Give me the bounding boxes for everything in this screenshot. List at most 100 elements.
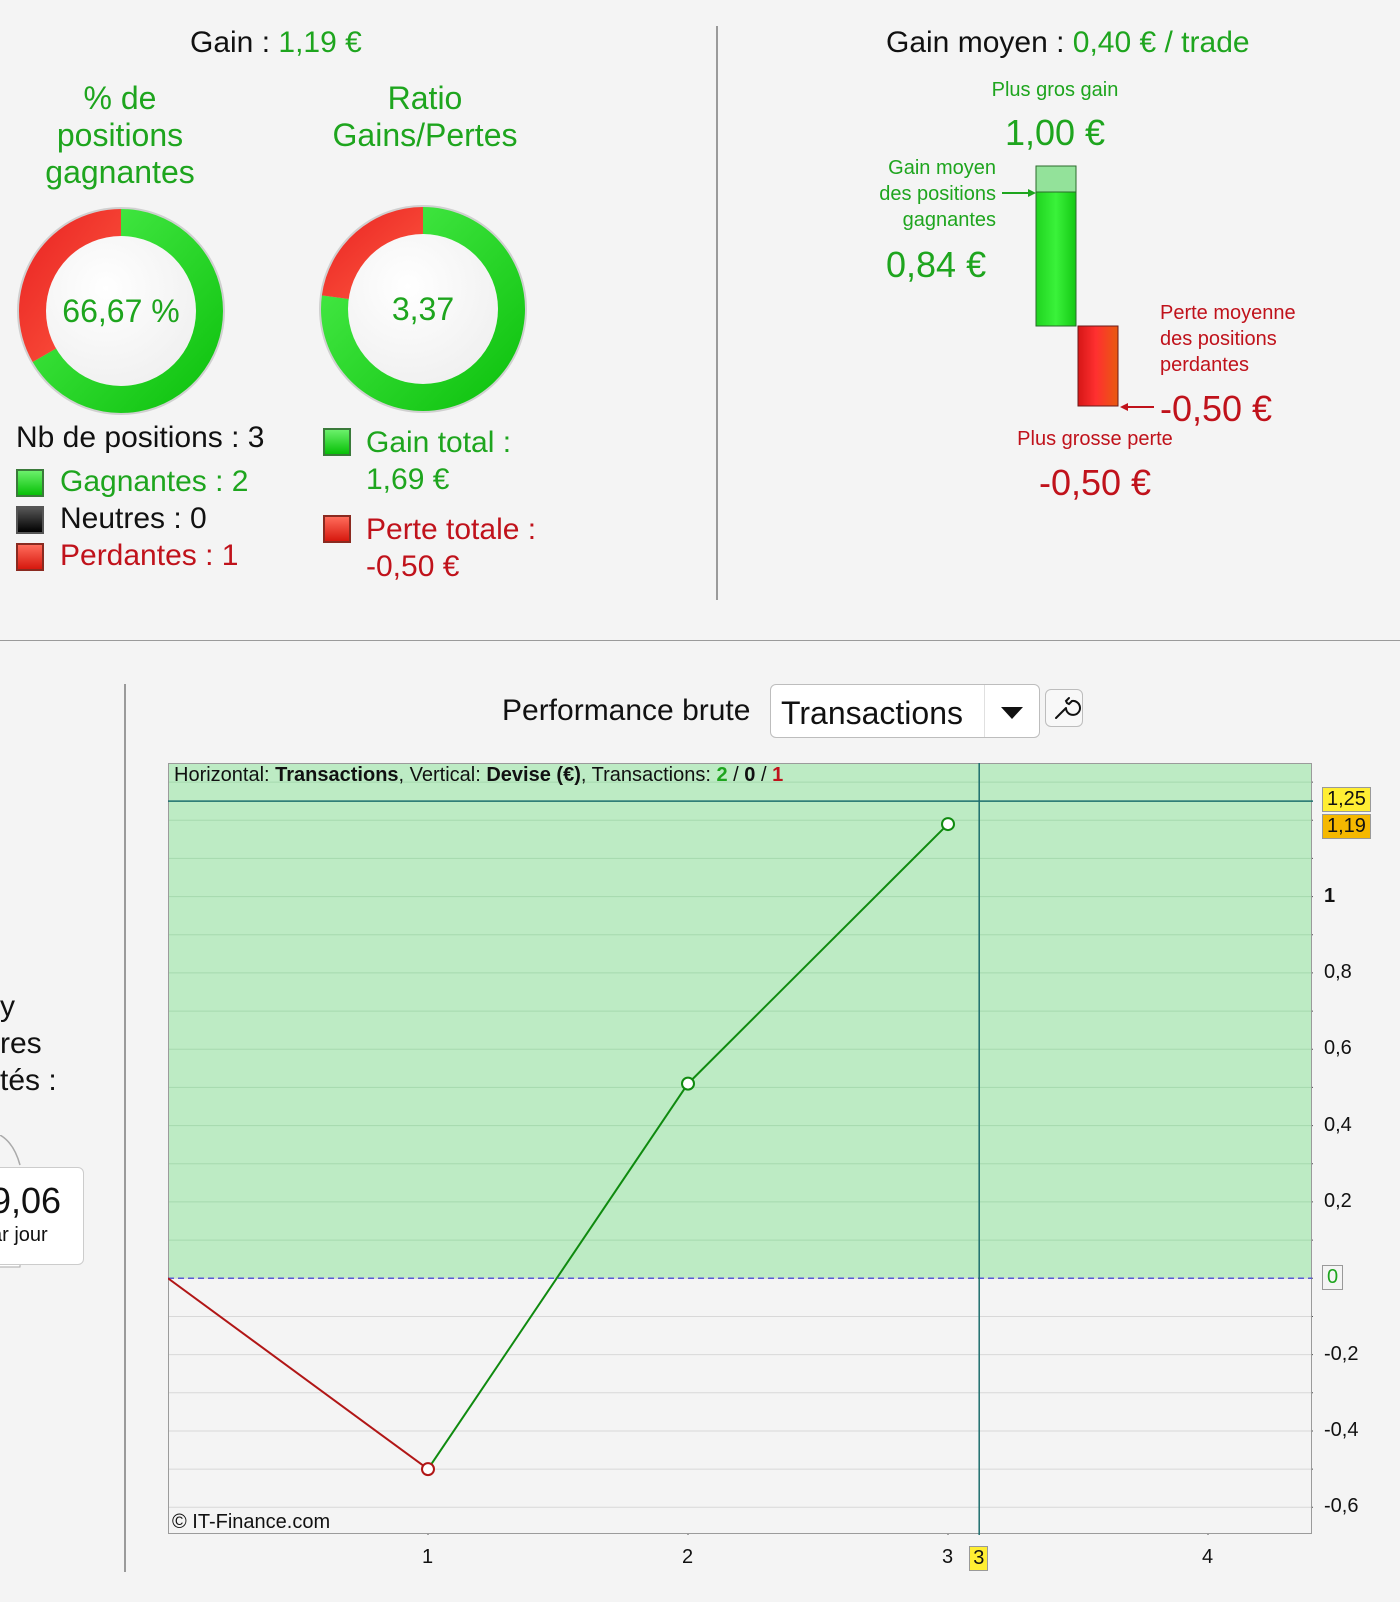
total-loss-swatch <box>323 515 351 543</box>
series-segment <box>168 1277 429 1470</box>
left-panel-text: y res tés : <box>0 988 57 1099</box>
info-horizontal: Transactions <box>275 764 399 786</box>
total-gain-value: 1,69 € <box>366 463 450 496</box>
info-neutral-count: 0 <box>744 764 756 786</box>
y-tick-label: -0,4 <box>1324 1418 1359 1441</box>
winning-pct-title-line2: positions <box>56 117 184 153</box>
ratio-title-line2: Gains/Pertes <box>332 117 518 153</box>
total-loss: Perte totale : -0,50 € <box>366 511 536 585</box>
winning-pct-title: % de positions gagnantes <box>20 80 220 191</box>
chart-grid <box>168 781 1313 1508</box>
y-tick-label: 1 <box>1324 884 1336 907</box>
chart-series <box>168 823 949 1470</box>
winning-pct-center: 66,67 % <box>46 236 196 386</box>
info-sep2: / <box>755 764 773 786</box>
avg-win-line3: gagnantes <box>902 209 996 231</box>
series-segment <box>427 1083 689 1470</box>
losers-swatch <box>16 543 44 571</box>
y-tick-label: 0,6 <box>1324 1037 1352 1060</box>
data-point <box>681 1076 695 1091</box>
info-transactions-label: , Transactions: <box>580 764 717 786</box>
chart-left-divider <box>124 684 126 1572</box>
dropdown-value: Transactions <box>781 695 963 731</box>
total-gain-label: Gain total : <box>366 426 512 459</box>
info-prefix: Horizontal: <box>174 764 276 786</box>
avg-gain-label: Gain moyen : <box>886 26 1065 59</box>
chart-copyright: © IT-Finance.com <box>172 1511 331 1533</box>
total-gain-swatch <box>323 428 351 456</box>
y-tick-label: 0,4 <box>1324 1113 1352 1136</box>
info-vertical: Devise (€) <box>486 764 581 786</box>
left-panel-sub: ar jour <box>0 1224 48 1246</box>
data-point <box>421 1462 435 1477</box>
gain-label: Gain : <box>190 26 271 59</box>
info-sep1: / <box>727 764 745 786</box>
chevron-down-icon <box>1001 707 1023 719</box>
chart-points <box>421 817 955 1477</box>
performance-title: Performance brute <box>502 694 751 727</box>
x-tick-label: 2 <box>682 1546 694 1568</box>
wrench-icon <box>1055 697 1081 719</box>
avg-win-line2: des positions <box>879 183 996 205</box>
total-loss-label: Perte totale : <box>366 513 537 546</box>
dropdown-button[interactable] <box>984 685 1039 737</box>
biggest-gain-label: Plus gros gain <box>991 79 1119 101</box>
avg-win-arrowhead <box>1028 189 1036 197</box>
donut-red-arc <box>18 209 121 362</box>
avg-loss-line3: perdantes <box>1160 354 1249 376</box>
avg-loss-arrow-left <box>1120 403 1154 411</box>
ratio-title-line1: Ratio <box>387 80 463 116</box>
y-tick-label: 0,2 <box>1324 1189 1352 1212</box>
transactions-dropdown[interactable]: Transactions <box>770 684 1040 738</box>
avg-win-line1: Gain moyen <box>888 157 996 179</box>
left-panel-card: 9,06 ar jour <box>0 1167 84 1265</box>
positions-count: Nb de positions : 3 <box>16 421 265 454</box>
x-tick-label: 4 <box>1202 1546 1214 1568</box>
chart-positive-area <box>168 763 1312 1279</box>
total-gain: Gain total : 1,69 € <box>366 424 511 498</box>
avg-gain-title: Gain moyen : 0,40 € / trade <box>886 26 1250 60</box>
left-panel-line1: y <box>0 990 15 1023</box>
avg-win-label: Gain moyen des positions gagnantes <box>850 155 996 233</box>
info-mid: , Vertical: <box>398 764 487 786</box>
avg-loss-value: -0,50 € <box>1160 388 1273 429</box>
zero-value-tag: 0 <box>1322 1265 1344 1291</box>
avg-win-value: 0,84 € <box>886 244 987 285</box>
y-tick-label: 0,8 <box>1324 960 1352 983</box>
x-tick-label: 3 <box>942 1546 954 1568</box>
max-value-tag: 1,25 <box>1322 787 1371 813</box>
cursor-x-tag: 3 <box>969 1546 989 1571</box>
avg-loss-label: Perte moyenne des positions perdantes <box>1160 300 1296 378</box>
gain-title: Gain : 1,19 € <box>190 26 362 60</box>
y-tick-label: -0,6 <box>1324 1495 1359 1518</box>
ratio-center: 3,37 <box>348 234 498 384</box>
total-loss-value: -0,50 € <box>366 550 460 583</box>
neutral-swatch <box>16 506 44 534</box>
vertical-divider <box>716 26 718 600</box>
avg-loss-bar <box>1077 325 1119 407</box>
settings-button[interactable] <box>1045 689 1083 727</box>
performance-chart <box>168 763 1313 1535</box>
winners-count: Gagnantes : 2 <box>60 465 249 498</box>
chart-frame <box>168 763 1312 1534</box>
avg-bars <box>1002 165 1128 407</box>
avg-loss-line1: Perte moyenne <box>1160 302 1296 324</box>
ratio-title: Ratio Gains/Pertes <box>320 80 530 154</box>
winning-pct-title-line3: gagnantes <box>45 154 195 190</box>
info-win-count: 2 <box>716 764 728 786</box>
losers-count: Perdantes : 1 <box>60 539 239 572</box>
last-value-tag: 1,19 <box>1322 814 1371 840</box>
biggest-loss-value: -0,50 € <box>1038 462 1152 503</box>
left-panel-value: 9,06 <box>0 1180 62 1221</box>
avg-gain-value: 0,40 € / trade <box>1072 26 1250 59</box>
biggest-loss-label: Plus grosse perte <box>1017 428 1173 450</box>
ratio-value: 3,37 <box>391 290 455 327</box>
avg-loss-line2: des positions <box>1160 328 1277 350</box>
biggest-gain-bar <box>1035 165 1077 193</box>
winning-pct-value: 66,67 % <box>62 292 180 329</box>
left-panel-line3: tés : <box>0 1064 57 1097</box>
chart-info: Horizontal: Transactions, Vertical: Devi… <box>174 764 783 787</box>
x-tick-label: 1 <box>422 1546 434 1568</box>
info-loss-count: 1 <box>772 764 784 786</box>
data-point <box>941 817 955 832</box>
